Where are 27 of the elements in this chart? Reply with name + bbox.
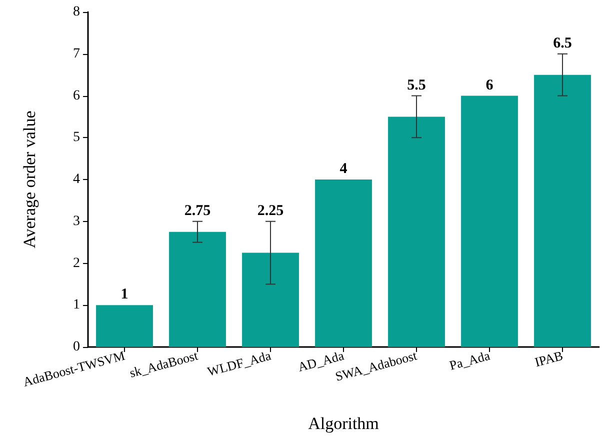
bar — [534, 74, 591, 347]
x-axis-title: Algorithm — [308, 414, 379, 433]
y-tick-label: 1 — [73, 298, 80, 313]
y-tick-label: 6 — [73, 88, 80, 104]
y-tick-label: 2 — [73, 256, 80, 271]
y-tick-label: 4 — [73, 172, 80, 187]
data-label: 4 — [340, 161, 348, 177]
y-tick-label: 7 — [73, 46, 80, 62]
y-tick-label: 3 — [73, 214, 80, 229]
bar — [242, 252, 299, 347]
y-tick-label: 0 — [73, 340, 80, 354]
y-tick-label: 5 — [73, 130, 80, 146]
data-label: 1 — [120, 286, 128, 303]
data-label: 6 — [486, 77, 494, 94]
data-label: 5.5 — [407, 77, 426, 94]
data-label: 2.25 — [257, 202, 284, 219]
bar — [388, 116, 445, 347]
bar — [96, 305, 153, 347]
bar — [315, 180, 372, 347]
y-axis-title: Average order value — [20, 110, 39, 248]
x-tick-label: IPAB — [533, 348, 565, 370]
data-label: 6.5 — [553, 35, 572, 52]
y-tick-label: 8 — [73, 4, 80, 20]
bar — [169, 232, 226, 347]
x-tick-label: Pa_Ada — [448, 348, 492, 373]
bar — [461, 96, 518, 347]
data-label: 2.75 — [184, 202, 211, 219]
